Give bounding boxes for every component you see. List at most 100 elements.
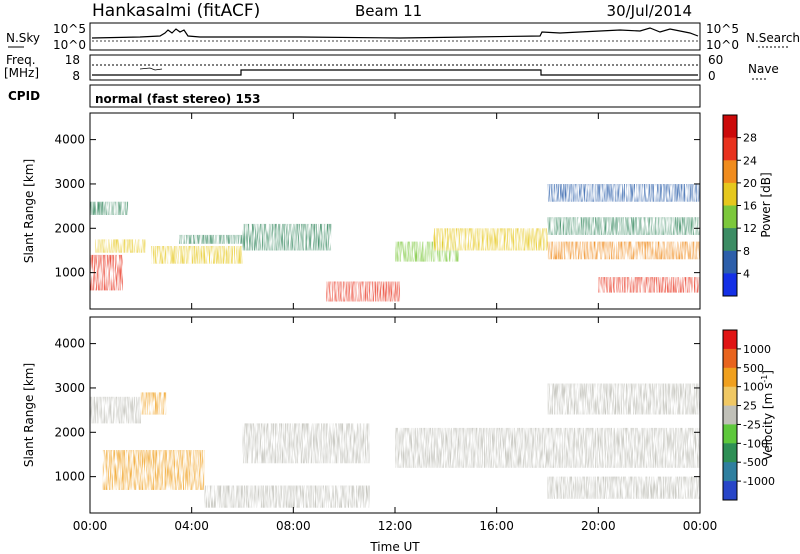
program-name: normal (fast stereo) 153 — [95, 92, 261, 106]
colorbar-segment — [723, 348, 737, 369]
station-title: Hankasalmi (fitACF) — [92, 1, 260, 21]
colorbar-tick-label: -25 — [743, 418, 761, 431]
date-title: 30/Jul/2014 — [607, 2, 692, 20]
colorbar-tick-label: 8 — [743, 245, 750, 258]
colorbar-segment — [723, 228, 737, 252]
power-axes: 1000 2000 3000 4000 — [54, 113, 701, 309]
data-band — [395, 427, 700, 468]
colorbar-tick-label: 12 — [743, 222, 757, 235]
data-band — [547, 217, 700, 235]
time-tick-label: 00:00 — [683, 519, 718, 533]
data-band — [326, 281, 401, 302]
colorbar-tick-label: -500 — [743, 456, 768, 469]
data-band — [547, 476, 700, 499]
y-tick-label: 4000 — [54, 133, 85, 147]
nsky-tick-top: 10^5 — [53, 22, 86, 36]
data-band — [598, 277, 700, 293]
colorbar-segment — [723, 443, 737, 463]
nave-label: Nave — [748, 62, 779, 76]
data-band — [547, 184, 700, 202]
colorbar-segment — [723, 424, 737, 444]
time-tick-label: 12:00 — [378, 519, 413, 533]
nave-tick-bottom: 0 — [708, 69, 716, 83]
power-ylabel: Slant Range [km] — [22, 159, 36, 263]
time-tick-label: 16:00 — [479, 519, 514, 533]
data-band — [102, 450, 205, 490]
nsky-tick-bottom: 10^0 — [53, 38, 86, 52]
time-axis-title: Time UT — [369, 540, 420, 554]
colorbar-segment — [723, 182, 737, 206]
power-colorbar: 4 8 12 16 20 24 28 — [722, 114, 757, 297]
nave-dips — [139, 67, 163, 71]
y-tick-label: 2000 — [54, 221, 85, 235]
freq-frame — [89, 54, 701, 81]
data-band — [95, 239, 146, 253]
colorbar-tick-label: -100 — [743, 437, 768, 450]
time-tick-label: 20:00 — [581, 519, 616, 533]
data-band — [433, 228, 548, 251]
data-band — [90, 396, 141, 424]
y-tick-label: 3000 — [54, 177, 85, 191]
velocity-colorbar-label: Velocity [m s-1] — [760, 370, 775, 460]
power-panel: 1000 2000 3000 4000 Slant Range [km] 4 8 12 16… — [22, 112, 773, 310]
colorbar-tick-label: 25 — [743, 400, 757, 413]
velocity-data-layer — [90, 383, 700, 508]
freq-label: Freq. — [6, 53, 36, 67]
power-data-layer — [90, 184, 700, 302]
beam-title: Beam 11 — [355, 2, 422, 20]
colorbar-segment — [723, 367, 737, 388]
freq-tick-top: 18 — [65, 53, 80, 67]
cpid-label: CPID — [8, 89, 40, 103]
colorbar-tick-label: 4 — [743, 267, 750, 280]
data-band — [547, 383, 700, 415]
colorbar-segment — [723, 115, 737, 139]
data-band — [140, 392, 167, 415]
colorbar-tick-label: 500 — [743, 362, 764, 375]
data-band — [547, 241, 700, 260]
colorbar-tick-label: 1000 — [743, 343, 771, 356]
y-tick-label: 3000 — [54, 381, 85, 395]
power-plot-background — [90, 113, 700, 309]
time-tick-label: 08:00 — [276, 519, 311, 533]
colorbar-tick-label: 28 — [743, 132, 757, 145]
colorbar-tick-label: 16 — [743, 200, 757, 213]
data-band — [242, 223, 332, 251]
colorbar-segment — [723, 250, 737, 274]
colorbar-segment — [723, 137, 737, 161]
colorbar-segment — [723, 462, 737, 482]
time-tick-label: 00:00 — [73, 519, 108, 533]
velocity-colorbar-label-close: ] — [761, 370, 775, 375]
time-tick-label: 04:00 — [174, 519, 209, 533]
y-tick-label: 1000 — [54, 470, 85, 484]
colorbar-tick-label: 100 — [743, 381, 764, 394]
power-plot-frame — [89, 112, 701, 310]
y-tick-label: 1000 — [54, 266, 85, 280]
colorbar-segment — [723, 481, 737, 501]
velocity-colorbar-label-main: Velocity [m s — [761, 383, 775, 460]
data-band — [90, 201, 129, 215]
nsearch-tick-bottom: 10^0 — [706, 38, 739, 52]
nsearch-tick-top: 10^5 — [706, 22, 739, 36]
velocity-panel: 1000 2000 3000 4000 Slant Range [km] 1000 50… — [22, 316, 775, 514]
nsky-label: N.Sky — [6, 31, 40, 45]
time-axis-labels: 00:00 04:00 08:00 12:00 16:00 20:00 00:00 — [73, 519, 718, 533]
colorbar-segment — [723, 160, 737, 184]
colorbar-tick-label: -1000 — [743, 475, 775, 488]
colorbar-frame — [722, 329, 738, 501]
data-band — [179, 234, 243, 244]
y-tick-label: 4000 — [54, 337, 85, 351]
colorbar-segment — [723, 205, 737, 229]
freq-panel: Freq. [MHz] 18 8 60 0 Nave — [4, 53, 779, 83]
velocity-plot-frame — [89, 316, 701, 514]
colorbar-segment — [723, 405, 737, 425]
freq-tick-bottom: 8 — [72, 69, 80, 83]
velocity-ylabel: Slant Range [km] — [22, 363, 36, 467]
power-colorbar-label: Power [dB] — [759, 172, 773, 237]
cpid-panel: CPID normal (fast stereo) 153 — [8, 84, 701, 108]
colorbar-segment — [723, 386, 737, 407]
colorbar-segment — [723, 330, 737, 350]
data-band — [242, 423, 370, 464]
colorbar-tick-label: 20 — [743, 177, 757, 190]
nsky-frame — [89, 22, 701, 51]
